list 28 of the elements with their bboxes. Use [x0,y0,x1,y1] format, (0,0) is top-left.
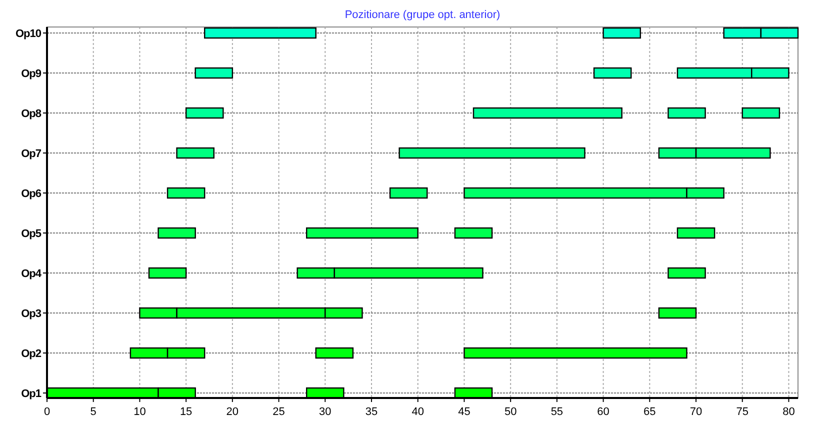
x-tick-label: 35 [365,406,378,418]
x-tick-label: 45 [458,406,470,418]
x-tick-label: 50 [504,406,517,418]
x-tick-label: 80 [782,406,795,418]
y-tick-label: Op7 [21,148,42,160]
x-tick-label: 5 [90,406,96,418]
y-tick-label: Op4 [21,268,42,280]
y-tick-label: Op1 [21,388,42,400]
x-tick-label: 20 [226,406,239,418]
y-tick-label: Op8 [21,108,42,120]
x-tick-label: 65 [644,406,656,418]
x-tick-label: 15 [180,406,192,418]
x-tick-label: 70 [690,406,702,418]
x-tick-label: 10 [134,406,146,418]
x-tick-label: 75 [736,406,748,418]
y-tick-label: Op10 [15,28,42,40]
y-tick-label: Op6 [21,188,42,200]
x-tick-label: 60 [597,406,610,418]
y-tick-label: Op9 [21,68,42,80]
y-tick-label: Op5 [21,228,42,240]
x-tick-label: 55 [550,406,564,418]
x-tick-label: 30 [319,406,332,418]
chart-title: Pozitionare (grupe opt. anterior) [344,9,500,21]
y-tick-label: Op3 [21,308,42,320]
x-tick-label: 25 [272,406,285,418]
x-tick-label: 40 [412,406,424,418]
y-tick-label: Op2 [21,348,42,360]
x-tick-label: 0 [44,406,50,418]
